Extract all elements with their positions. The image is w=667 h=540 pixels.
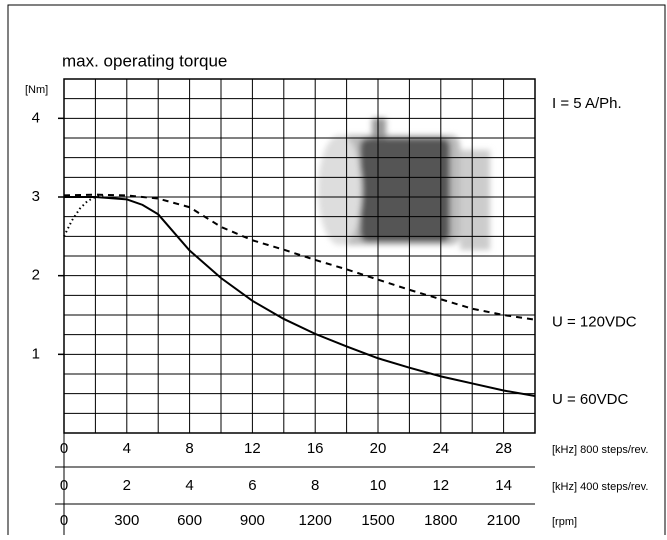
series-line: [63, 194, 104, 237]
x-tick-label: 28: [495, 440, 512, 457]
x-tick-label: 4: [123, 440, 131, 457]
x-tick-label: 1500: [361, 512, 394, 529]
x-tick-label: 4: [185, 477, 193, 494]
x-tick-label: 16: [307, 440, 324, 457]
x-tick-label: 600: [177, 512, 202, 529]
x-axis-label: [kHz] 400 steps/rev.: [552, 481, 648, 493]
x-tick-label: 12: [432, 477, 449, 494]
annotation: I = 5 A/Ph.: [552, 95, 622, 112]
chart-title: max. operating torque: [62, 51, 227, 70]
series-label: U = 60VDC: [552, 391, 628, 408]
y-tick-label: 2: [32, 267, 40, 284]
x-axis-label: [rpm]: [552, 516, 577, 528]
frame: [7, 4, 666, 540]
x-tick-label: 2100: [487, 512, 520, 529]
plot-frame: [63, 78, 536, 434]
y-axis-label: [Nm]: [25, 84, 48, 96]
x-tick-label: 2: [123, 477, 131, 494]
x-tick-label: 12: [244, 440, 261, 457]
x-tick-label: 900: [240, 512, 265, 529]
y-tick-label: 4: [32, 109, 40, 126]
x-tick-label: 6: [248, 477, 256, 494]
x-tick-label: 10: [370, 477, 387, 494]
x-tick-label: 8: [311, 477, 319, 494]
x-tick-label: 300: [114, 512, 139, 529]
x-tick-label: 20: [370, 440, 387, 457]
series-label: U = 120VDC: [552, 314, 637, 331]
x-tick-label: 14: [495, 477, 512, 494]
x-tick-label: 24: [432, 440, 449, 457]
x-tick-label: 1800: [424, 512, 457, 529]
x-axis-label: [kHz] 800 steps/rev.: [552, 444, 648, 456]
motor-photo: [318, 118, 490, 250]
x-tick-label: 1200: [299, 512, 332, 529]
x-tick-label: 8: [185, 440, 193, 457]
y-tick-label: 1: [32, 345, 40, 362]
series-line: [64, 196, 536, 398]
y-tick-label: 3: [32, 188, 40, 205]
